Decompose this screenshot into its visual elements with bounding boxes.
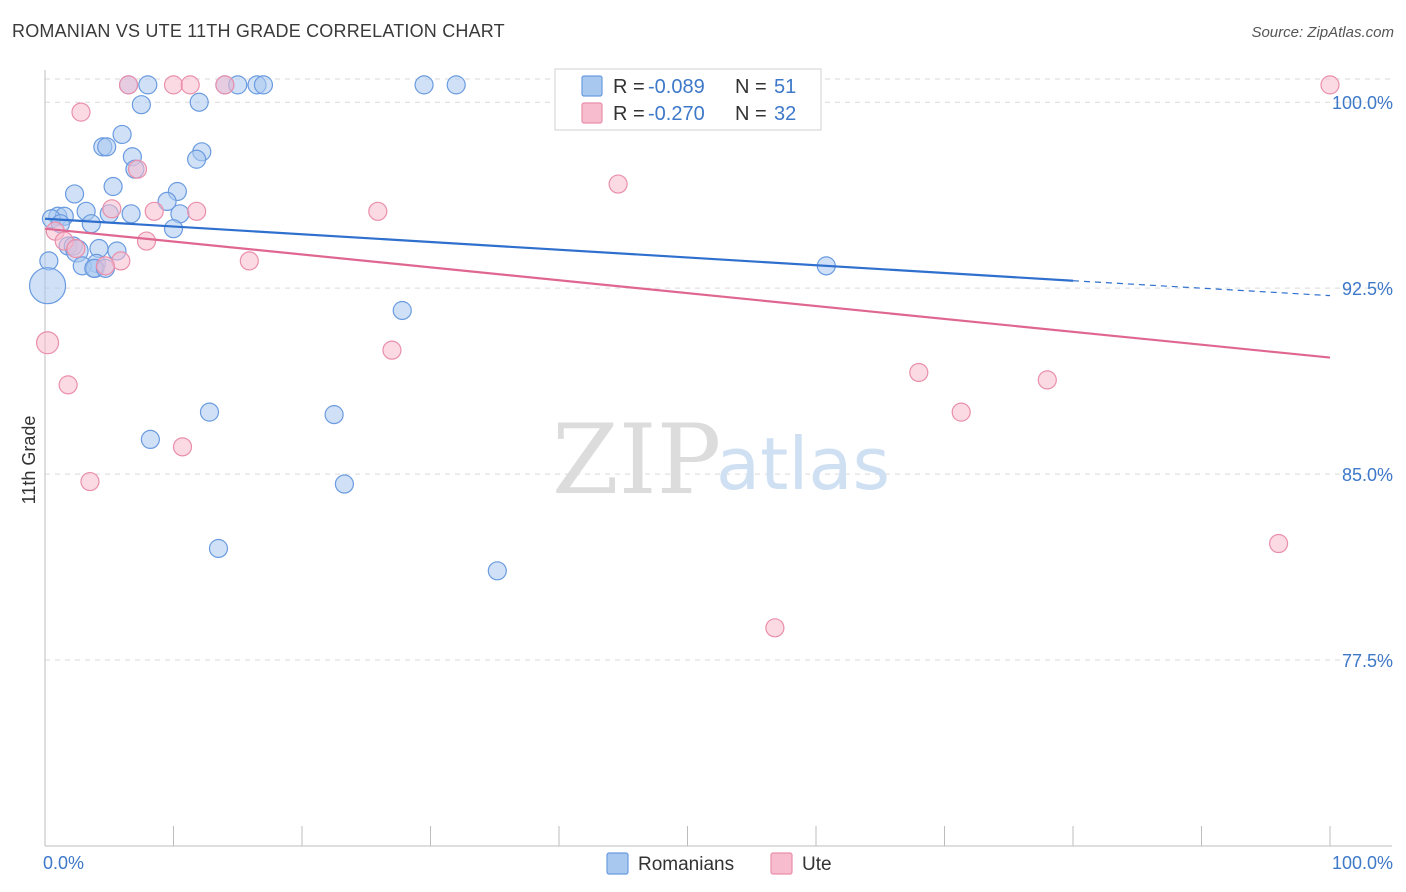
point-ute bbox=[102, 199, 122, 219]
legend-n-label-romanians: N = bbox=[735, 76, 767, 98]
point-romanians bbox=[121, 204, 141, 224]
y-tick-label: 77.5% bbox=[1342, 651, 1393, 671]
point-romanians bbox=[97, 137, 117, 157]
y-tick-label: 85.0% bbox=[1342, 465, 1393, 485]
data-points bbox=[28, 75, 1340, 638]
y-tick-label: 100.0% bbox=[1332, 93, 1393, 113]
point-romanians bbox=[157, 191, 177, 211]
point-romanians bbox=[414, 75, 434, 95]
point-romanians bbox=[140, 429, 160, 450]
point-ute bbox=[136, 231, 157, 251]
point-romanians bbox=[208, 538, 229, 559]
series-legend-swatch-ute bbox=[770, 852, 793, 875]
source-credit: Source: ZipAtlas.com bbox=[1251, 24, 1394, 41]
point-ute bbox=[80, 471, 100, 492]
point-romanians bbox=[253, 75, 274, 95]
point-romanians bbox=[112, 124, 132, 145]
point-ute bbox=[368, 201, 388, 221]
legend-n-label-ute: N = bbox=[735, 103, 767, 125]
point-ute bbox=[144, 201, 164, 221]
point-ute bbox=[951, 402, 971, 422]
x-tick-labels: 0.0% 100.0% bbox=[43, 853, 1393, 873]
legend-r-value-romanians: -0.089 bbox=[648, 76, 705, 98]
point-romanians bbox=[392, 300, 412, 321]
point-romanians bbox=[163, 219, 184, 239]
series-legend: Romanians Ute bbox=[606, 852, 832, 875]
point-ute bbox=[58, 375, 78, 395]
point-romanians bbox=[187, 149, 207, 169]
series-legend-swatch-romanians bbox=[606, 852, 629, 875]
legend-r-label-ute: R = bbox=[613, 103, 645, 125]
point-romanians bbox=[81, 214, 101, 234]
point-romanians bbox=[28, 267, 67, 305]
series-legend-label-ute: Ute bbox=[802, 854, 832, 875]
legend-r-label-romanians: R = bbox=[613, 76, 645, 98]
point-romanians bbox=[446, 75, 466, 95]
x-tick-label-min: 0.0% bbox=[43, 853, 84, 873]
watermark-atlas: atlas bbox=[716, 422, 890, 506]
point-romanians bbox=[199, 402, 220, 422]
point-romanians bbox=[138, 75, 158, 95]
point-romanians bbox=[324, 405, 344, 425]
series-legend-label-romanians: Romanians bbox=[638, 854, 734, 875]
correlation-legend: R = -0.089 N = 51 R = -0.270 N = 32 bbox=[554, 68, 822, 131]
axes bbox=[44, 70, 1392, 847]
point-ute bbox=[765, 618, 785, 638]
point-ute bbox=[909, 362, 929, 383]
point-ute bbox=[239, 251, 259, 271]
point-ute bbox=[187, 201, 207, 221]
legend-n-value-ute: 32 bbox=[774, 103, 796, 125]
point-ute bbox=[118, 75, 139, 95]
legend-n-value-romanians: 51 bbox=[774, 76, 796, 98]
point-ute bbox=[95, 256, 115, 276]
point-ute bbox=[1268, 533, 1289, 554]
point-ute bbox=[71, 102, 91, 122]
watermark: ZIP atlas bbox=[552, 404, 890, 516]
y-tick-label: 92.5% bbox=[1342, 279, 1393, 299]
point-ute bbox=[215, 75, 235, 95]
point-romanians bbox=[189, 92, 209, 112]
point-ute bbox=[35, 331, 60, 355]
legend-swatch-ute bbox=[581, 102, 603, 124]
trend-line-ute bbox=[44, 227, 1331, 359]
chart-title: ROMANIAN VS UTE 11TH GRADE CORRELATION C… bbox=[12, 21, 505, 41]
point-romanians bbox=[131, 95, 151, 115]
trend-line-romanians bbox=[44, 217, 1074, 282]
point-ute bbox=[180, 75, 200, 95]
legend-swatch-romanians bbox=[581, 75, 603, 97]
gridlines bbox=[45, 78, 1392, 661]
watermark-zip: ZIP bbox=[552, 404, 721, 516]
x-tick-label-max: 100.0% bbox=[1332, 853, 1393, 873]
point-ute bbox=[163, 75, 184, 95]
y-tick-labels: 100.0% 92.5% 85.0% 77.5% bbox=[1332, 93, 1393, 671]
y-axis-label: 11th Grade bbox=[19, 416, 39, 505]
point-ute bbox=[127, 159, 148, 179]
point-romanians bbox=[334, 474, 355, 494]
point-romanians bbox=[103, 176, 123, 197]
point-ute bbox=[382, 340, 402, 360]
legend-r-value-ute: -0.270 bbox=[648, 103, 705, 125]
point-ute bbox=[66, 238, 86, 259]
trend-lines bbox=[44, 217, 1331, 359]
point-romanians bbox=[487, 561, 507, 581]
point-ute bbox=[1037, 370, 1057, 390]
point-ute bbox=[1320, 75, 1340, 95]
point-romanians bbox=[64, 184, 85, 204]
trend-line-extension-romanians bbox=[1072, 280, 1331, 297]
point-ute bbox=[172, 437, 193, 457]
point-ute bbox=[608, 174, 628, 194]
